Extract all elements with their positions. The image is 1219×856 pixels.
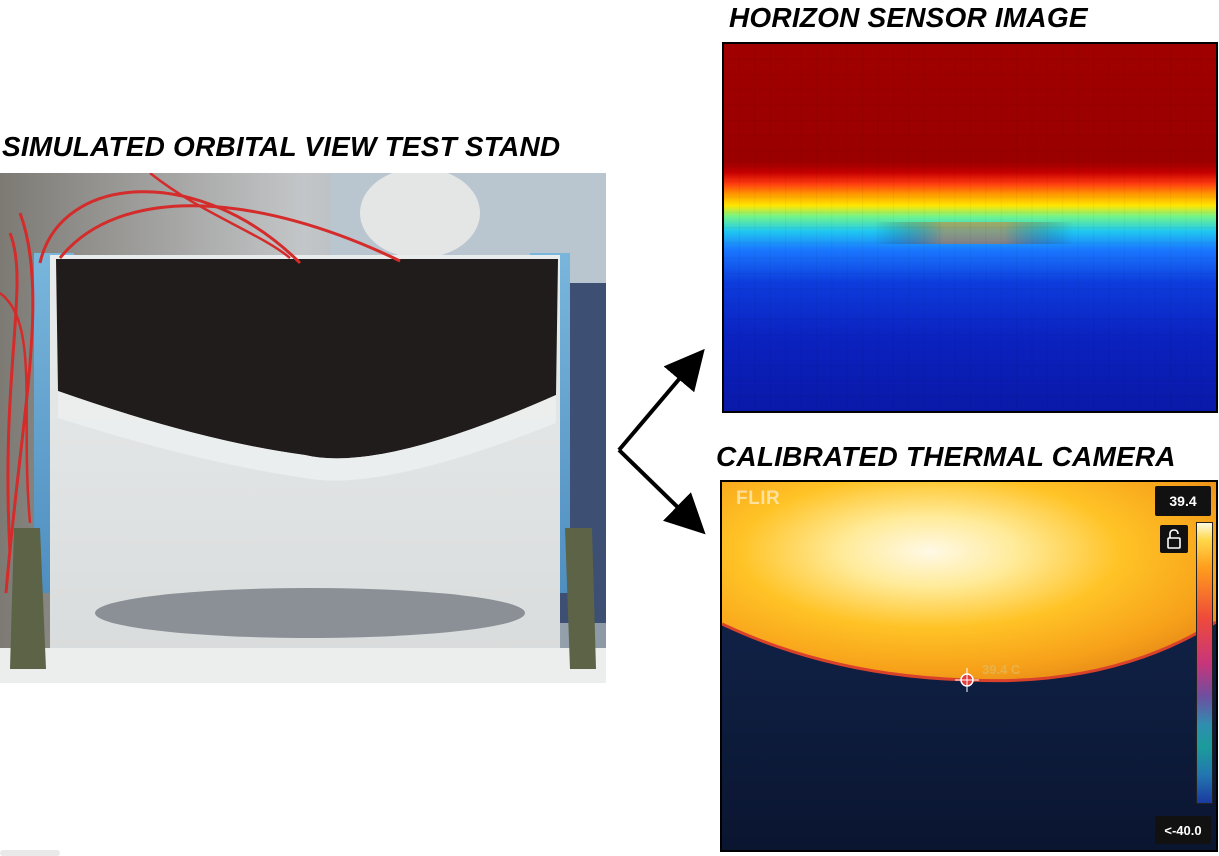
thermal-camera-image: FLIR 39.4 <-40.0 39.4 C xyxy=(720,480,1218,852)
flir-logo: FLIR xyxy=(736,488,781,509)
horizon-sensor-heatmap xyxy=(724,44,1216,411)
thermal-camera-title: CALIBRATED THERMAL CAMERA xyxy=(716,441,1176,472)
max-temperature-readout: 39.4 xyxy=(1155,486,1211,516)
spot-meter-icon xyxy=(955,668,979,692)
horizon-sensor-title: HORIZON SENSOR IMAGE xyxy=(729,2,1088,33)
test-stand-title: SIMULATED ORBITAL VIEW TEST STAND xyxy=(2,131,561,162)
test-stand-illustration xyxy=(0,173,606,683)
horizon-sensor-image xyxy=(722,42,1218,413)
spot-temperature-label: 39.4 C xyxy=(982,662,1021,677)
scroll-indicator xyxy=(0,850,60,856)
temperature-color-scale xyxy=(1196,522,1213,804)
arrow-down-right-icon xyxy=(617,448,706,535)
arrow-up-right-icon xyxy=(617,348,705,452)
thermal-camera-scene xyxy=(722,482,1216,850)
min-temperature-readout: <-40.0 xyxy=(1155,816,1211,844)
lock-icon[interactable] xyxy=(1160,525,1188,553)
test-stand-photo xyxy=(0,173,606,683)
